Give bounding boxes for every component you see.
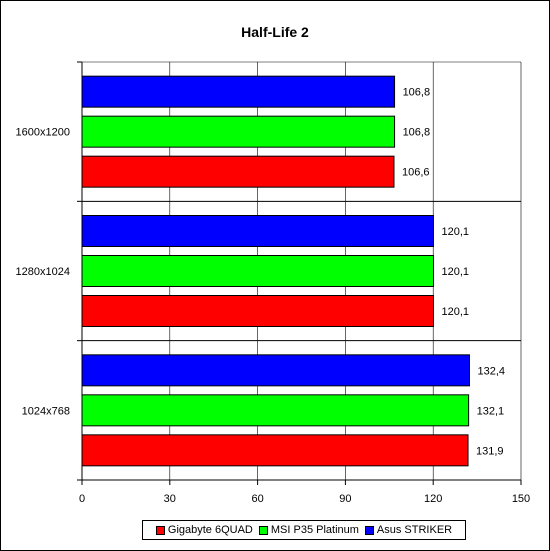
bar-1-2	[81, 295, 434, 327]
category-label-2: 1024x768	[22, 405, 70, 417]
data-label-0-2: 106,6	[402, 167, 430, 179]
legend: Gigabyte 6QUAD MSI P35 Platinum Asus STRIK…	[142, 520, 466, 540]
bar-0-0	[81, 75, 396, 108]
bar-1-1	[81, 255, 434, 287]
bars: 106,8 106,8 106,6 120,1 120,1 120,1 132,4 132,1…	[81, 75, 505, 467]
legend-item-1: MSI P35 Platinum	[258, 524, 359, 536]
legend-swatch-0	[155, 525, 165, 535]
axes: 1600x1200 1280x1024 1024x768 0 30 60 90 120 150	[16, 61, 530, 505]
data-label-1-2: 120,1	[441, 306, 469, 318]
bar-1-0	[81, 215, 434, 247]
x-tick-label-5: 150	[512, 493, 530, 505]
data-label-2-2: 131,9	[476, 445, 504, 457]
legend-label-0: Gigabyte 6QUAD	[167, 524, 253, 536]
bar-0-2	[81, 155, 395, 188]
data-label-1-0: 120,1	[441, 226, 469, 238]
legend-item-2: Asus STRIKER	[364, 524, 453, 536]
data-label-1-1: 120,1	[441, 266, 469, 278]
data-label-2-0: 132,4	[477, 365, 505, 377]
data-label-2-1: 132,1	[477, 405, 505, 417]
bar-2-0	[81, 354, 470, 387]
chart-title: Half-Life 2	[241, 24, 309, 40]
bar-0-1	[81, 115, 396, 148]
category-label-1: 1280x1024	[16, 266, 70, 278]
legend-item-0: Gigabyte 6QUAD	[155, 524, 253, 536]
data-label-0-0: 106,8	[403, 87, 431, 99]
legend-label-2: Asus STRIKER	[376, 524, 453, 536]
bar-2-2	[81, 434, 469, 467]
x-tick-label-3: 90	[339, 493, 351, 505]
x-tick-label-2: 60	[251, 493, 263, 505]
data-label-0-1: 106,8	[403, 127, 431, 139]
x-tick-label-1: 30	[164, 493, 176, 505]
legend-label-1: MSI P35 Platinum	[270, 524, 359, 536]
legend-swatch-2	[364, 525, 374, 535]
bar-2-1	[81, 394, 470, 427]
x-tick-label-0: 0	[79, 493, 85, 505]
x-tick-label-4: 120	[424, 493, 442, 505]
legend-swatch-1	[258, 525, 268, 535]
category-label-0: 1600x1200	[16, 127, 70, 139]
